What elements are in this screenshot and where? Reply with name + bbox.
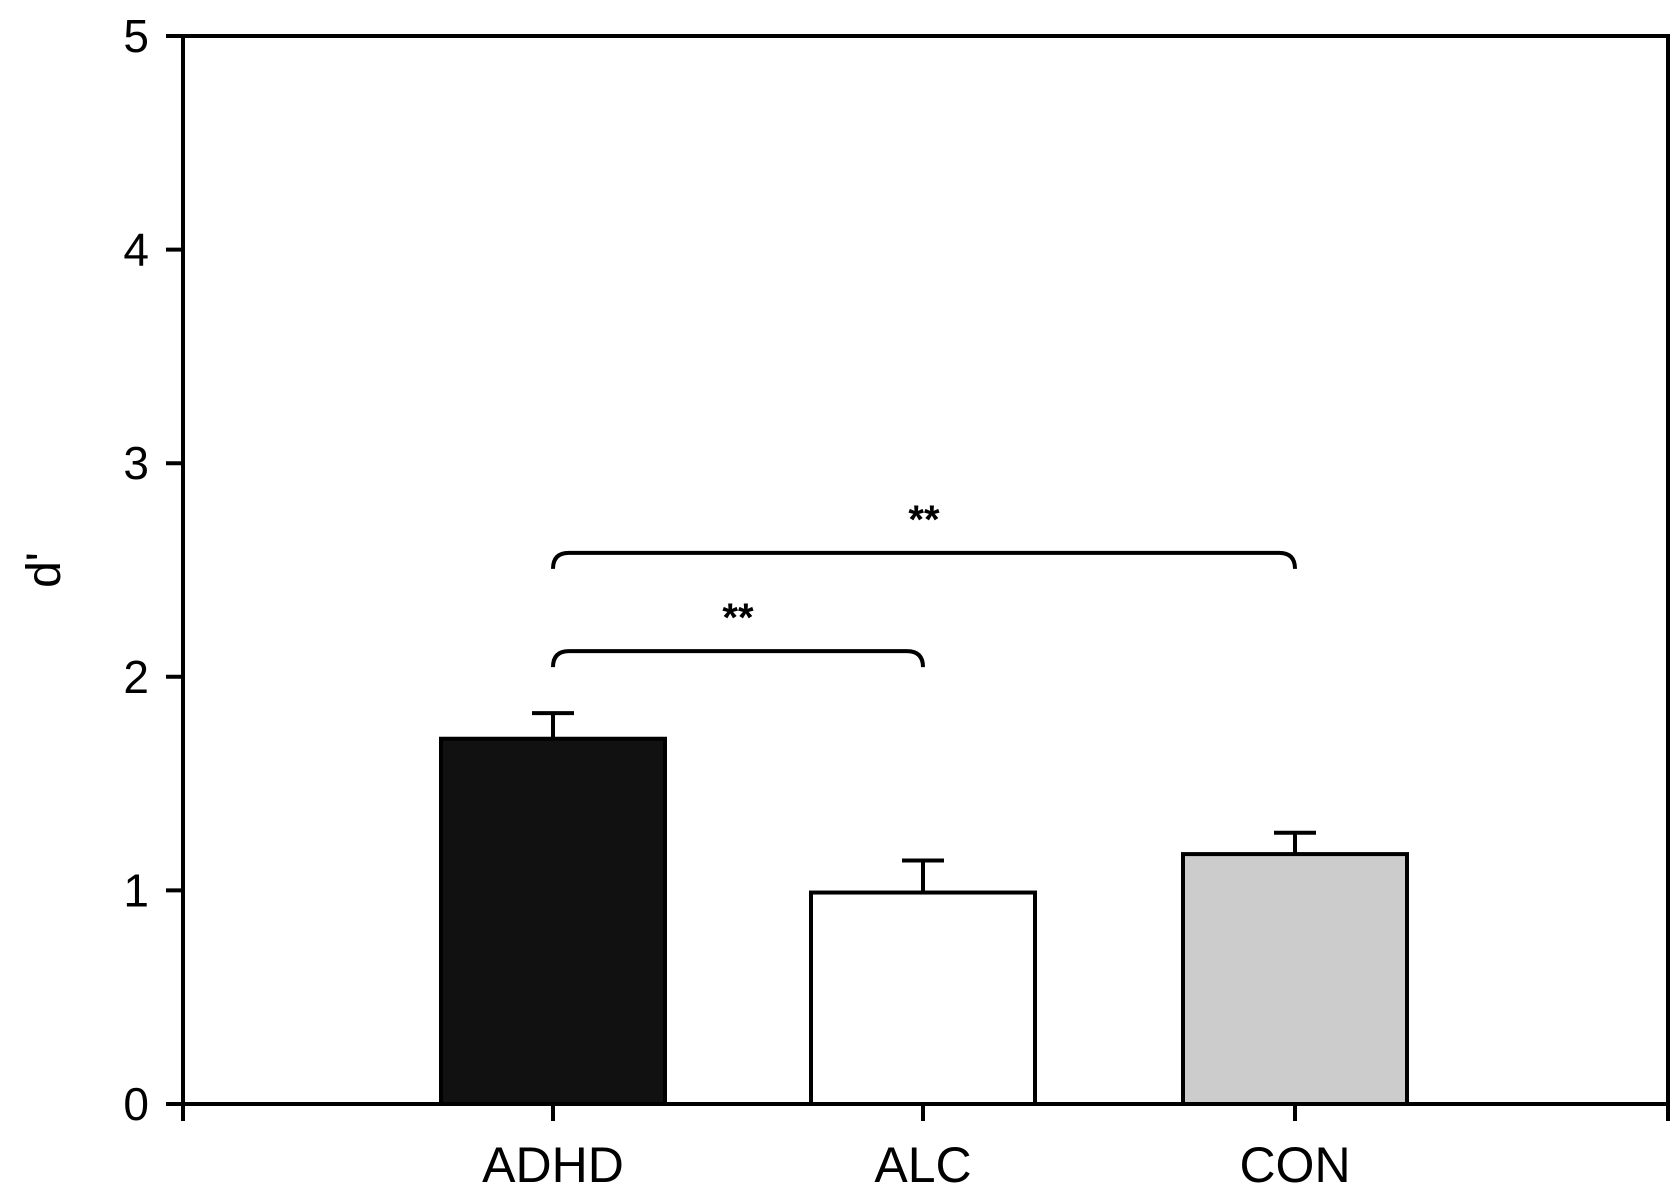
error-bar-alc [902,858,944,893]
bar-alc [809,890,1037,1107]
bar-con [1181,852,1409,1107]
error-bar-con [1274,830,1316,855]
y-tick-label-0: 0 [123,1078,149,1130]
y-tick-label-4: 4 [123,224,149,276]
significance-label-2: ** [908,498,940,542]
significance-bracket-2 [551,550,1297,570]
error-bar-adhd [532,711,574,739]
significance-bracket-1 [551,649,925,668]
bar-adhd [439,736,667,1107]
y-tick-label-1: 1 [123,864,149,916]
error-bars [532,711,1316,893]
y-tick-label-3: 3 [123,437,149,489]
bars [439,736,1409,1107]
y-tick-label-5: 5 [123,10,149,62]
y-axis-title: d' [18,552,71,588]
x-tick-label-alc: ALC [874,1137,971,1193]
significance-label-1: ** [722,596,754,640]
y-tick-label-2: 2 [123,651,149,703]
significance-brackets [551,550,1297,668]
x-tick-label-adhd: ADHD [482,1137,624,1193]
x-tick-label-con: CON [1239,1137,1350,1193]
labels: 0 1 2 3 4 5 ** ** ADHD ALC CON d' [18,10,1351,1193]
